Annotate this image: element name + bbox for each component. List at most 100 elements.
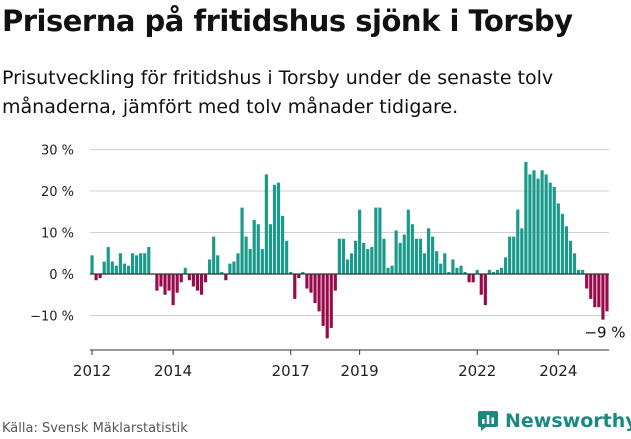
bar <box>297 274 301 279</box>
bar <box>455 267 459 274</box>
bar <box>260 249 264 274</box>
bar <box>362 242 366 275</box>
bar <box>345 259 350 275</box>
chart-subtitle: Prisutveckling för fritidshus i Torsby u… <box>2 67 554 118</box>
bar <box>597 274 601 308</box>
last-value-label: −9 % <box>584 323 625 341</box>
bar <box>402 234 406 274</box>
bar <box>504 257 508 274</box>
bar <box>325 274 329 339</box>
newsworthy-logo-icon <box>478 411 498 431</box>
bar <box>508 236 512 274</box>
bar <box>293 274 297 299</box>
bar <box>179 274 183 283</box>
bar <box>548 182 552 274</box>
bar <box>370 247 374 275</box>
bar <box>516 209 520 275</box>
bar <box>426 228 431 274</box>
bar <box>90 255 94 274</box>
bar <box>106 247 110 275</box>
bar <box>471 274 475 283</box>
bar <box>333 274 337 291</box>
bar <box>487 269 491 274</box>
bar <box>183 267 187 274</box>
bar <box>175 274 179 293</box>
x-tick-label: 2017 <box>272 362 310 380</box>
bar <box>358 209 362 275</box>
bar <box>321 274 325 326</box>
bar <box>398 242 402 275</box>
bar <box>114 265 118 274</box>
y-tick-label: 30 % <box>41 144 74 159</box>
bar <box>447 271 451 275</box>
bar <box>422 253 427 274</box>
bar <box>289 271 293 275</box>
x-tick-label: 2022 <box>458 362 496 380</box>
bar <box>195 274 200 291</box>
bar <box>491 271 496 275</box>
bar <box>540 170 544 274</box>
bar <box>581 269 585 274</box>
bar <box>232 261 236 274</box>
bar <box>378 207 382 274</box>
bar <box>577 269 581 274</box>
bar <box>244 236 248 274</box>
bar <box>439 263 443 275</box>
source-note: Källa: Svensk Mäklarstatistik <box>2 421 188 436</box>
bar <box>390 265 394 274</box>
bar <box>268 224 273 274</box>
bar <box>532 170 536 274</box>
bar <box>556 203 560 274</box>
bar <box>126 265 131 274</box>
bar <box>524 161 528 274</box>
bar <box>467 274 471 283</box>
bar <box>305 274 309 289</box>
brand-name: Newsworthy <box>505 410 631 432</box>
bar <box>203 274 208 283</box>
bar <box>341 238 345 274</box>
bar <box>118 253 122 274</box>
bar <box>122 263 127 275</box>
bar <box>443 253 447 274</box>
bar <box>366 249 370 274</box>
x-tick-label: 2019 <box>341 362 379 380</box>
bar <box>147 247 151 275</box>
bar <box>435 251 439 275</box>
bar <box>264 174 268 274</box>
y-tick-label: −10 % <box>30 310 74 325</box>
bar <box>224 274 228 281</box>
chart-title: Priserna på fritidshus sjönk i Torsby <box>2 4 573 38</box>
bar <box>216 255 220 274</box>
bar <box>256 224 260 274</box>
bar <box>585 274 589 289</box>
bar <box>512 236 516 274</box>
bar <box>220 271 224 275</box>
y-tick-label: 10 % <box>41 227 74 242</box>
bar <box>155 274 159 291</box>
bar <box>410 224 414 274</box>
bar <box>382 238 386 274</box>
brand-logo[interactable]: Newsworthy <box>476 409 631 433</box>
bar <box>272 184 277 274</box>
bar <box>191 274 195 287</box>
x-tick-label: 2014 <box>154 362 192 380</box>
bar <box>313 274 317 304</box>
bar <box>459 265 463 274</box>
bar <box>560 213 564 274</box>
bar <box>564 226 568 275</box>
bar <box>135 255 139 274</box>
bar <box>374 207 378 274</box>
bar <box>431 236 435 274</box>
bar <box>605 274 609 312</box>
bar <box>589 274 593 299</box>
bar <box>171 274 175 306</box>
bar <box>240 207 244 274</box>
bar <box>536 178 540 274</box>
bar <box>475 269 479 274</box>
bar <box>159 274 163 287</box>
bar <box>418 238 423 274</box>
bar <box>349 253 354 274</box>
bar <box>451 259 455 275</box>
bar <box>139 253 143 274</box>
x-tick-label: 2024 <box>539 362 577 380</box>
